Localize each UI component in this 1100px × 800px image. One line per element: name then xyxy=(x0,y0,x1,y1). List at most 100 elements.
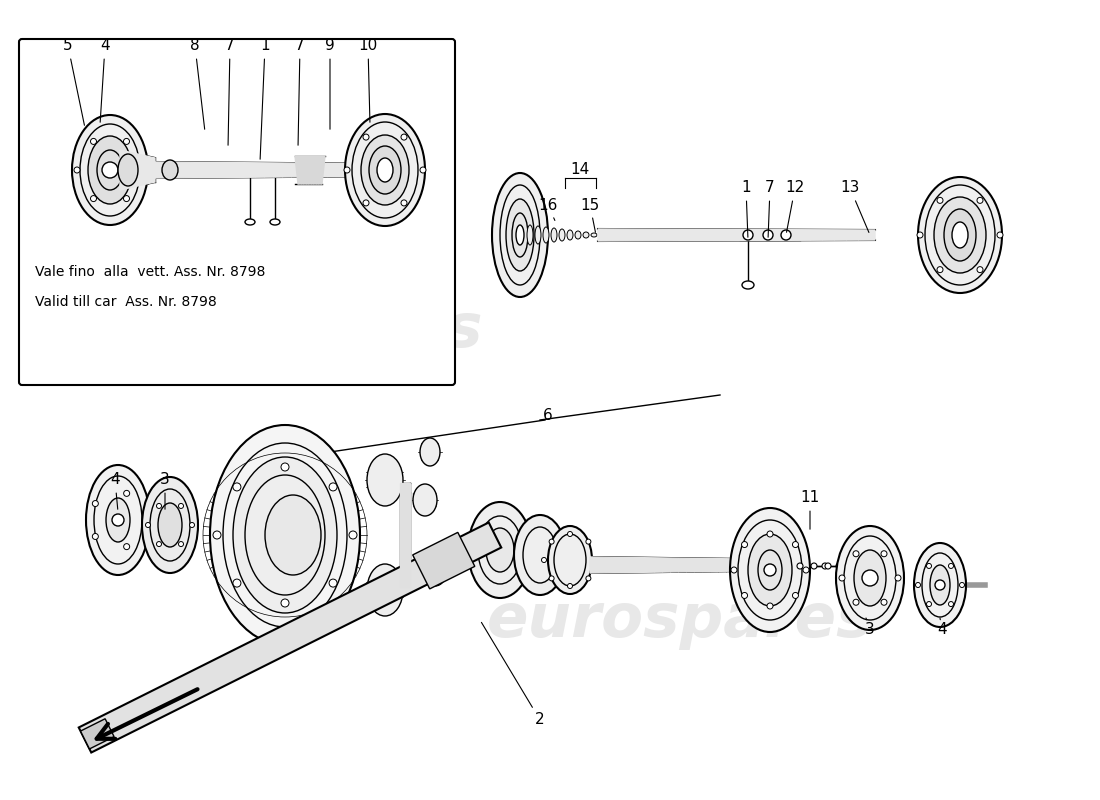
Ellipse shape xyxy=(543,227,549,243)
Circle shape xyxy=(549,539,554,544)
Circle shape xyxy=(178,542,184,546)
Polygon shape xyxy=(412,532,475,589)
Text: 7: 7 xyxy=(295,38,305,146)
Circle shape xyxy=(233,483,241,491)
Circle shape xyxy=(741,542,748,547)
Ellipse shape xyxy=(836,526,904,630)
Circle shape xyxy=(140,167,146,173)
Circle shape xyxy=(767,531,773,537)
Circle shape xyxy=(997,232,1003,238)
Circle shape xyxy=(935,580,945,590)
Ellipse shape xyxy=(158,503,182,547)
Circle shape xyxy=(189,522,195,527)
Circle shape xyxy=(811,563,817,569)
Ellipse shape xyxy=(210,425,360,645)
Circle shape xyxy=(792,542,799,547)
Circle shape xyxy=(329,579,337,587)
Polygon shape xyxy=(80,718,114,749)
Text: eurospares: eurospares xyxy=(97,301,483,359)
Text: Vale fino  alla  vett. Ass. Nr. 8798: Vale fino alla vett. Ass. Nr. 8798 xyxy=(35,265,265,279)
Ellipse shape xyxy=(345,114,425,226)
Text: 9: 9 xyxy=(326,38,334,130)
Circle shape xyxy=(568,531,572,537)
Text: 4: 4 xyxy=(110,473,120,510)
Circle shape xyxy=(742,230,754,240)
Circle shape xyxy=(586,539,591,544)
Circle shape xyxy=(852,599,859,606)
Circle shape xyxy=(541,558,547,562)
Polygon shape xyxy=(155,162,410,178)
Circle shape xyxy=(112,514,124,526)
Ellipse shape xyxy=(468,502,532,598)
Ellipse shape xyxy=(535,226,541,244)
Ellipse shape xyxy=(142,477,198,573)
Circle shape xyxy=(926,563,932,569)
Ellipse shape xyxy=(245,219,255,225)
Ellipse shape xyxy=(559,229,565,241)
Circle shape xyxy=(839,575,845,581)
Ellipse shape xyxy=(591,233,597,237)
Circle shape xyxy=(586,576,591,581)
Circle shape xyxy=(852,550,859,557)
Ellipse shape xyxy=(86,465,150,575)
Ellipse shape xyxy=(367,454,403,506)
Circle shape xyxy=(213,531,221,539)
Circle shape xyxy=(363,134,368,140)
Ellipse shape xyxy=(575,231,581,239)
Text: 4: 4 xyxy=(937,618,947,638)
Circle shape xyxy=(825,563,830,569)
Ellipse shape xyxy=(118,154,138,186)
Circle shape xyxy=(767,603,773,609)
FancyBboxPatch shape xyxy=(19,39,455,385)
Ellipse shape xyxy=(748,534,792,606)
Ellipse shape xyxy=(566,230,573,240)
Circle shape xyxy=(977,266,983,273)
Text: 13: 13 xyxy=(840,181,869,233)
Ellipse shape xyxy=(514,515,566,595)
Circle shape xyxy=(102,162,118,178)
Circle shape xyxy=(937,198,943,203)
Circle shape xyxy=(549,576,554,581)
Circle shape xyxy=(145,522,151,527)
Circle shape xyxy=(915,582,921,587)
Circle shape xyxy=(836,563,842,569)
Text: 1: 1 xyxy=(260,38,270,159)
Text: 15: 15 xyxy=(581,198,600,232)
Text: 12: 12 xyxy=(785,181,804,232)
Circle shape xyxy=(862,570,878,586)
Circle shape xyxy=(329,483,337,491)
Ellipse shape xyxy=(486,528,514,572)
Ellipse shape xyxy=(72,115,148,225)
Circle shape xyxy=(948,602,954,606)
Circle shape xyxy=(926,602,932,606)
Ellipse shape xyxy=(506,199,534,271)
Circle shape xyxy=(233,579,241,587)
Circle shape xyxy=(74,167,80,173)
Circle shape xyxy=(280,599,289,607)
Ellipse shape xyxy=(934,197,986,273)
Ellipse shape xyxy=(492,173,548,297)
Ellipse shape xyxy=(162,160,178,180)
Circle shape xyxy=(959,582,965,587)
Circle shape xyxy=(763,230,773,240)
Ellipse shape xyxy=(548,526,592,594)
Ellipse shape xyxy=(516,225,524,245)
Text: 10: 10 xyxy=(359,38,377,122)
Circle shape xyxy=(741,593,748,598)
Polygon shape xyxy=(590,557,745,573)
Text: 7: 7 xyxy=(226,38,234,146)
Polygon shape xyxy=(400,483,410,587)
Ellipse shape xyxy=(361,135,409,205)
Ellipse shape xyxy=(944,209,976,261)
Circle shape xyxy=(764,564,776,576)
Polygon shape xyxy=(79,522,502,753)
Circle shape xyxy=(280,463,289,471)
Circle shape xyxy=(917,232,923,238)
Ellipse shape xyxy=(583,232,588,238)
Circle shape xyxy=(123,490,130,496)
Circle shape xyxy=(402,134,407,140)
Circle shape xyxy=(363,200,368,206)
Polygon shape xyxy=(295,156,324,184)
Circle shape xyxy=(143,517,148,523)
Polygon shape xyxy=(120,150,155,190)
